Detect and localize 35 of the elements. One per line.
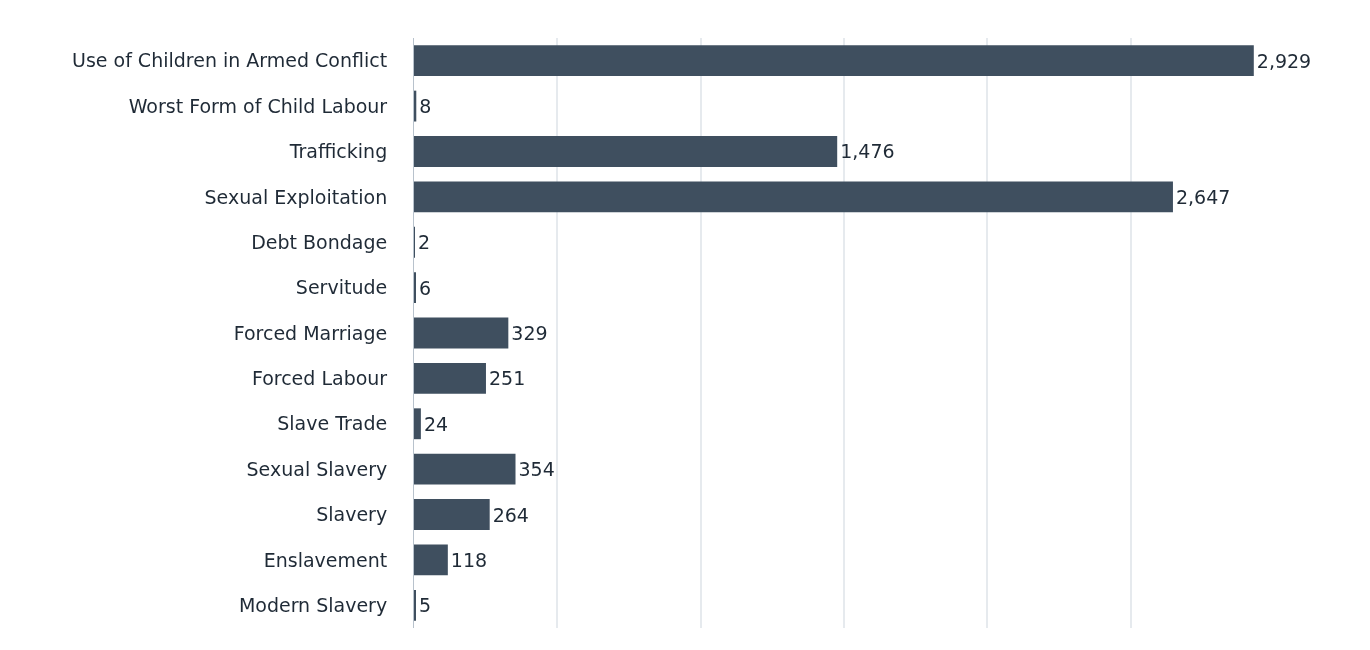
bar xyxy=(414,544,448,576)
data-label: 1,476 xyxy=(840,140,895,163)
bar xyxy=(414,181,1173,213)
y-tick-label: Forced Labour xyxy=(251,367,388,390)
data-label: 8 xyxy=(419,95,432,118)
data-label: 24 xyxy=(423,412,449,435)
y-tick-label: Trafficking xyxy=(288,140,388,163)
data-label: 2 xyxy=(418,231,431,254)
y-tick-label: Servitude xyxy=(295,276,388,299)
bar xyxy=(414,408,421,440)
data-label: 264 xyxy=(492,503,529,526)
y-tick-label: Worst Form of Child Labour xyxy=(128,94,388,117)
y-tick-label: Sexual Exploitation xyxy=(204,185,388,208)
data-label: 329 xyxy=(511,322,548,344)
data-label: 251 xyxy=(488,367,526,390)
bar xyxy=(414,317,509,349)
data-label: 2,929 xyxy=(1256,49,1312,72)
data-label: 2,647 xyxy=(1175,185,1231,208)
y-tick-label: Slave Trade xyxy=(277,412,388,435)
y-tick-label: Slavery xyxy=(316,503,388,526)
y-tick-label: Sexual Slavery xyxy=(246,457,388,480)
y-tick-label: Use of Children in Armed Conflict xyxy=(72,49,388,72)
y-tick-label: Enslavement xyxy=(263,548,388,571)
data-label: 5 xyxy=(419,594,432,617)
bar xyxy=(414,499,490,530)
y-tick-label: Debt Bondage xyxy=(251,230,388,253)
bar xyxy=(414,362,486,394)
bar xyxy=(414,453,516,485)
bar xyxy=(414,136,838,167)
y-tick-label: Modern Slavery xyxy=(238,593,388,616)
data-label: 354 xyxy=(518,458,555,481)
data-label: 118 xyxy=(450,548,488,571)
y-tick-label: Forced Marriage xyxy=(233,321,388,344)
data-label: 6 xyxy=(419,276,432,299)
bar xyxy=(414,45,1254,77)
